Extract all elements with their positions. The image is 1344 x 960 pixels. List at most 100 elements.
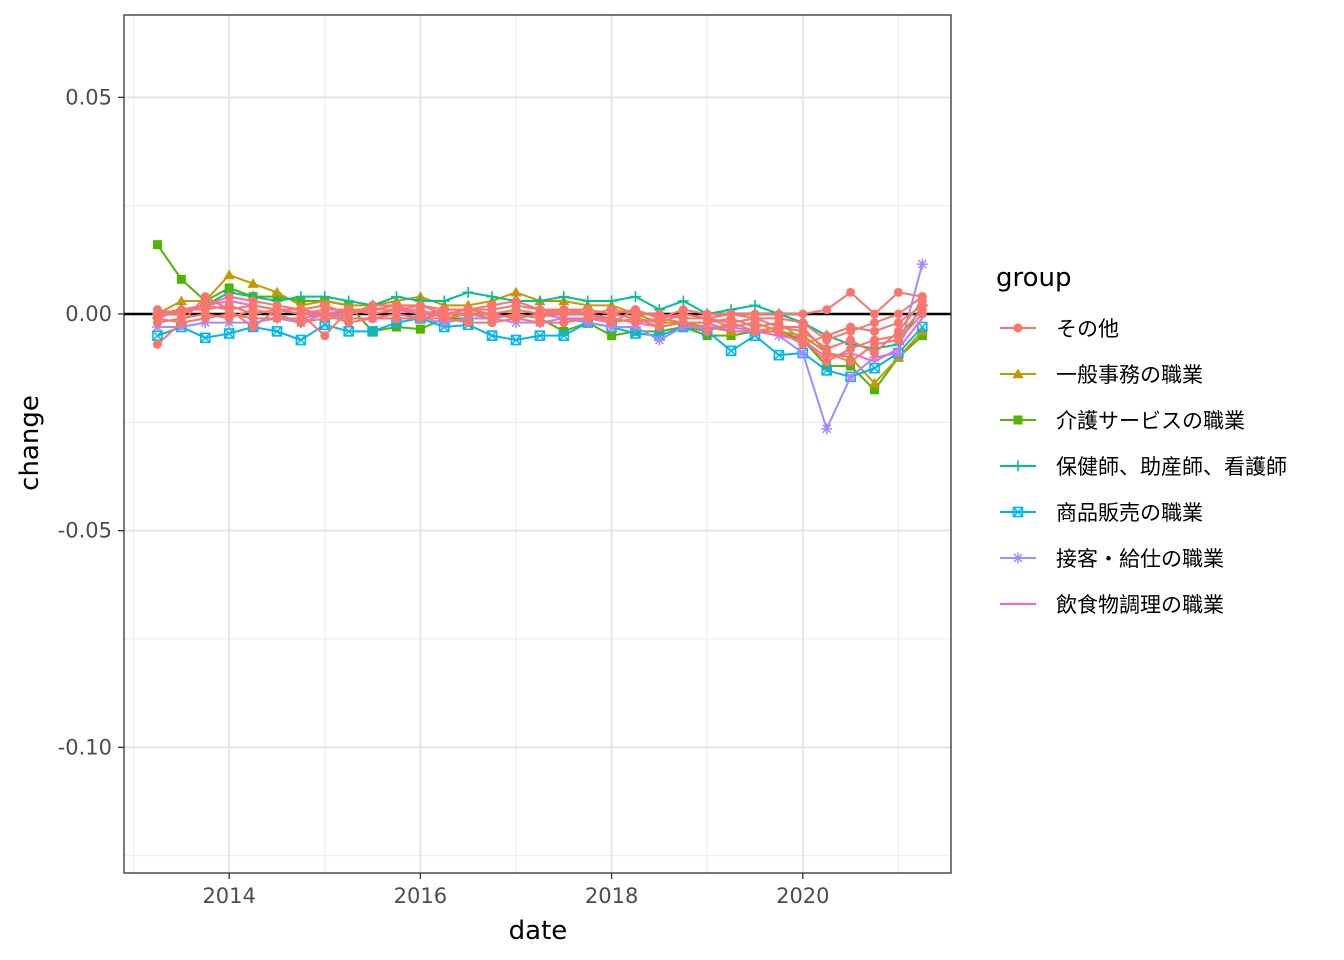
- boxcross-diag: [773, 350, 784, 361]
- data-point-asterisk: [916, 258, 928, 270]
- boxcross-diag: [487, 330, 498, 341]
- data-point-plus: [534, 295, 546, 307]
- data-point-circle: [846, 287, 856, 297]
- data-point-triangle: [1012, 368, 1024, 379]
- data-point-boxcross: [1012, 506, 1024, 518]
- boxcross-box: [725, 345, 737, 357]
- data-point-circle: [248, 313, 258, 323]
- data-point-circle: [822, 357, 832, 367]
- x-tick-label: 2014: [202, 884, 255, 908]
- data-point-asterisk: [653, 334, 665, 346]
- data-point-triangle: [271, 286, 283, 297]
- panel-border: [123, 14, 952, 874]
- boxcross-box: [558, 330, 570, 341]
- legend: group その他一般事務の職業介護サービスの職業保健師、助産師、看護師商品販売…: [996, 263, 1287, 617]
- data-point-circle: [176, 318, 186, 328]
- data-point-square: [726, 331, 736, 341]
- data-point-boxcross: [367, 326, 378, 337]
- boxcross-diag: [152, 330, 163, 341]
- data-point-boxcross: [917, 321, 928, 333]
- legend-label: 保健師、助産師、看護師: [1056, 455, 1287, 479]
- data-point-circle: [344, 318, 354, 328]
- minor-grid: [124, 15, 951, 873]
- data-point-circle: [487, 318, 497, 328]
- data-point-triangle: [510, 286, 522, 297]
- data-point-asterisk: [845, 371, 857, 383]
- data-point-circle: [917, 300, 927, 310]
- data-point-circle: [272, 313, 282, 323]
- data-point-square: [607, 331, 617, 341]
- data-point-circle: [559, 318, 569, 328]
- asterisk-stroke: [654, 335, 664, 345]
- data-point-plus: [677, 295, 689, 307]
- boxcross-diag: [726, 345, 737, 356]
- data-point-circle: [583, 305, 593, 315]
- y-tick-label: -0.05: [58, 519, 112, 543]
- boxcross-box: [869, 362, 880, 374]
- boxcross-diag: [200, 332, 211, 343]
- data-point-circle: [463, 305, 473, 315]
- boxcross-box: [271, 326, 283, 337]
- series-10: [152, 309, 927, 367]
- data-point-plus: [558, 291, 570, 303]
- data-point-plus: [462, 286, 474, 298]
- data-point-circle: [391, 305, 401, 315]
- data-point-circle: [822, 305, 832, 315]
- data-point-circle: [248, 322, 258, 332]
- boxcross-diag: [271, 326, 282, 337]
- asterisk-stroke: [1013, 553, 1023, 563]
- data-point-plus: [319, 291, 331, 303]
- data-point-circle: [1013, 323, 1023, 333]
- data-point-boxcross: [486, 330, 498, 341]
- data-point-circle: [750, 326, 760, 336]
- boxcross-diag: [343, 326, 354, 337]
- data-point-circle: [559, 305, 569, 315]
- major-grid: [124, 15, 951, 873]
- data-point-plus: [749, 299, 761, 311]
- data-point-triangle: [916, 325, 928, 336]
- data-point-circle: [630, 313, 640, 323]
- boxcross-diag: [821, 365, 832, 376]
- series-11: [152, 292, 927, 345]
- data-point-circle: [726, 309, 736, 319]
- data-point-plus: [582, 295, 594, 307]
- data-point-circle: [870, 318, 880, 328]
- data-point-circle: [272, 305, 282, 315]
- data-point-boxcross: [869, 362, 880, 374]
- data-point-boxcross: [725, 345, 737, 357]
- data-point-asterisk: [797, 347, 809, 359]
- data-point-plus: [1012, 460, 1024, 472]
- asterisk-stroke: [893, 348, 903, 358]
- data-point-plus: [606, 295, 618, 307]
- data-point-circle: [726, 318, 736, 328]
- data-point-circle: [798, 309, 808, 319]
- boxcross-diag: [295, 335, 306, 345]
- data-point-circle: [846, 344, 856, 354]
- data-point-circle: [320, 309, 330, 319]
- data-point-circle: [368, 313, 378, 323]
- boxcross-box: [510, 334, 522, 346]
- data-point-boxcross: [295, 334, 307, 346]
- legend-item: 介護サービスの職業: [1000, 409, 1245, 433]
- x-tick-label: 2020: [776, 884, 829, 908]
- x-tick-label: 2016: [394, 884, 447, 908]
- data-point-circle: [893, 287, 903, 297]
- data-point-circle: [439, 309, 449, 319]
- data-point-circle: [535, 309, 545, 319]
- legend-label: 一般事務の職業: [1056, 363, 1203, 387]
- data-point-circle: [296, 313, 306, 323]
- legend-item: 保健師、助産師、看護師: [1000, 455, 1287, 479]
- data-point-circle: [893, 309, 903, 319]
- boxcross-box: [534, 330, 546, 341]
- boxcross-box: [1012, 506, 1024, 518]
- data-point-circle: [535, 318, 545, 328]
- legend-label: その他: [1056, 317, 1119, 341]
- data-point-circle: [870, 326, 880, 336]
- boxcross-diag: [869, 363, 880, 374]
- asterisk-stroke: [846, 372, 856, 382]
- data-point-boxcross: [271, 326, 283, 337]
- y-axis-title: change: [15, 395, 45, 491]
- legend-item: 飲食物調理の職業: [1000, 593, 1224, 617]
- data-point-circle: [344, 309, 354, 319]
- data-point-circle: [870, 339, 880, 349]
